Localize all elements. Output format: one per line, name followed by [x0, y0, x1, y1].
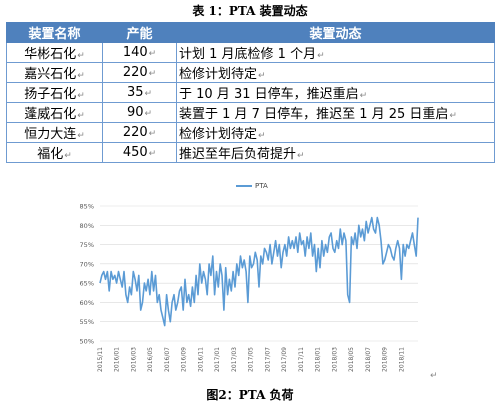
y-tick-label: 60%: [80, 299, 94, 307]
x-tick-label: 2017/03: [231, 347, 238, 372]
para-mark: ↵: [77, 71, 85, 81]
cell-capacity: 35↵: [102, 82, 177, 103]
x-tick-label: 2018/11: [398, 347, 405, 372]
cell-status: 装置于 1 月 7 日停车，推迟至 1 月 25 日重启↵: [176, 102, 495, 123]
para-mark: ↵: [148, 149, 157, 159]
para-mark: ↵: [144, 89, 153, 99]
para-mark: ↵: [297, 151, 305, 161]
table-caption: 表 1：PTA 装置动态: [192, 4, 308, 18]
cell-name: 嘉兴石化↵: [6, 62, 103, 83]
para-mark: ↵: [64, 151, 72, 161]
x-tick-label: 2018/03: [331, 347, 338, 372]
cell-name: 恒力大连↵: [6, 122, 103, 143]
table-row: 华彬石化↵ 140↵ 计划 1 月底检修 1 个月↵: [6, 42, 495, 63]
para-mark: ↵: [449, 111, 457, 121]
x-tick-label: 2018/09: [382, 347, 389, 372]
para-mark: ↵: [77, 91, 85, 101]
y-tick-label: 85%: [80, 203, 94, 211]
x-tick-label: 2016/07: [164, 347, 171, 372]
y-tick-label: 70%: [80, 260, 94, 268]
cell-capacity: 220↵: [102, 62, 177, 83]
para-mark: ↵: [258, 131, 266, 141]
y-tick-label: 55%: [80, 318, 94, 326]
figure-caption: 图2：PTA 负荷: [206, 388, 294, 402]
x-tick-label: 2017/01: [214, 347, 221, 372]
para-mark: ↵: [359, 91, 368, 101]
cell-status: 推迟至年后负荷提升↵: [176, 142, 495, 163]
x-tick-label: 2017/05: [248, 347, 255, 372]
para-mark: ↵: [317, 51, 325, 61]
cell-name: 华彬石化↵: [6, 42, 103, 63]
pta-load-chart: 50% 55% 60% 65% 70% 75% 80% 85% 2015/11 2016/01 20…: [80, 203, 419, 372]
table-row: 蓬威石化↵ 90↵ 装置于 1 月 7 日停车，推迟至 1 月 25 日重启↵: [6, 102, 495, 123]
x-tick-label: 2018/05: [348, 347, 355, 372]
device-status-table: 装置名称 产能 装置动态 华彬石化↵ 140↵ 计划 1 月底检修 1 个月↵ …: [6, 22, 495, 163]
table-header: 装置名称 产能 装置动态: [6, 22, 495, 43]
cell-name: 福化↵: [6, 142, 103, 163]
para-mark: ↵: [77, 51, 85, 61]
x-tick-label: 2015/11: [97, 347, 104, 372]
cell-status: 于 10 月 31 日停车，推迟重启↵: [176, 82, 495, 103]
header-name: 装置名称: [6, 22, 103, 43]
para-mark: ↵: [77, 111, 85, 121]
x-tick-label: 2017/09: [281, 347, 288, 372]
x-tick-label: 2018/01: [315, 347, 322, 372]
para-mark: ↵: [148, 69, 157, 79]
x-tick-label: 2016/11: [197, 347, 204, 372]
cell-name: 扬子石化↵: [6, 82, 103, 103]
cell-capacity: 140↵: [102, 42, 177, 63]
x-tick-label: 2016/01: [114, 347, 121, 372]
header-status: 装置动态: [176, 22, 495, 43]
x-tick-label: 2016/09: [181, 347, 188, 372]
cell-status: 检修计划待定↵: [176, 62, 495, 83]
y-tick-label: 75%: [80, 241, 94, 249]
cell-capacity: 90↵: [102, 102, 177, 123]
y-tick-label: 65%: [80, 280, 94, 288]
cell-capacity: 450↵: [102, 142, 177, 163]
header-capacity: 产能: [102, 22, 177, 43]
cell-status: 计划 1 月底检修 1 个月↵: [176, 42, 495, 63]
legend-label: PTA: [255, 182, 268, 190]
cell-capacity: 220↵: [102, 122, 177, 143]
chart-legend: PTA: [236, 182, 268, 190]
para-mark: ↵: [144, 109, 153, 119]
table-row: 嘉兴石化↵ 220↵ 检修计划待定↵: [6, 62, 495, 83]
para-mark: ↵: [148, 49, 157, 59]
para-mark: ↵: [77, 131, 85, 141]
para-mark: ↵: [430, 371, 438, 381]
y-tick-label: 80%: [80, 222, 94, 230]
table-row: 恒力大连↵ 220↵ 检修计划待定↵: [6, 122, 495, 143]
para-mark: ↵: [148, 129, 157, 139]
cell-status: 检修计划待定↵: [176, 122, 495, 143]
series-line-pta: [99, 216, 419, 327]
para-mark: ↵: [258, 71, 266, 81]
cell-name: 蓬威石化↵: [6, 102, 103, 123]
x-tick-label: 2016/03: [130, 347, 137, 372]
x-tick-label: 2017/11: [298, 347, 305, 372]
x-tick-label: 2016/05: [147, 347, 154, 372]
x-tick-label: 2018/07: [365, 347, 372, 372]
y-tick-label: 50%: [80, 338, 94, 346]
legend-swatch: [236, 185, 252, 187]
x-tick-label: 2017/07: [264, 347, 271, 372]
table-row: 福化↵ 450↵ 推迟至年后负荷提升↵: [6, 142, 495, 163]
table-row: 扬子石化↵ 35↵ 于 10 月 31 日停车，推迟重启↵: [6, 82, 495, 103]
